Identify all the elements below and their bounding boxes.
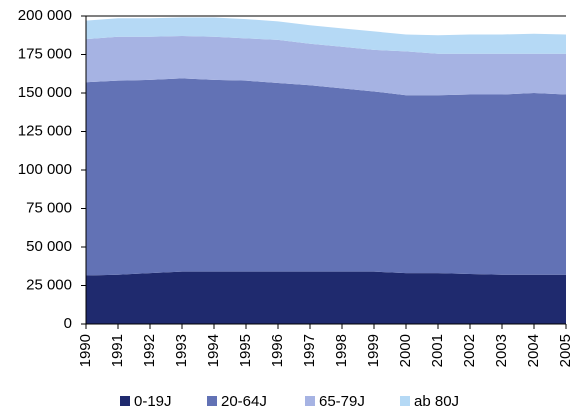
legend-label: 0-19J	[134, 393, 172, 410]
y-tick-label: 150 000	[18, 84, 72, 101]
legend-label: 20-64J	[221, 393, 267, 410]
legend-label: 65-79J	[319, 393, 365, 410]
area	[86, 271, 566, 324]
x-tick-label: 1998	[333, 334, 350, 367]
x-tick-label: 1999	[365, 334, 382, 367]
x-tick-label: 1997	[301, 334, 318, 367]
area	[86, 78, 566, 276]
x-tick-label: 2005	[557, 334, 573, 367]
x-tick-label: 2003	[493, 334, 510, 367]
y-tick-label: 25 000	[26, 276, 72, 293]
x-tick-label: 1993	[173, 334, 190, 367]
y-tick-label: 125 000	[18, 122, 72, 139]
y-tick-label: 50 000	[26, 238, 72, 255]
x-tick-label: 2004	[525, 334, 542, 367]
x-tick-label: 1991	[109, 334, 126, 367]
y-tick-label: 175 000	[18, 45, 72, 62]
x-tick-label: 1994	[205, 334, 222, 367]
x-tick-label: 2001	[429, 334, 446, 367]
x-tick-label: 1992	[141, 334, 158, 367]
area	[86, 36, 566, 96]
legend-swatch	[305, 396, 315, 406]
legend-swatch	[207, 396, 217, 406]
x-tick-label: 1990	[77, 334, 94, 367]
y-tick-label: 100 000	[18, 161, 72, 178]
area	[86, 17, 566, 54]
x-tick-label: 1996	[269, 334, 286, 367]
legend-swatch	[400, 396, 410, 406]
y-tick-label: 75 000	[26, 199, 72, 216]
y-tick-label: 200 000	[18, 7, 72, 24]
y-tick-label: 0	[64, 315, 72, 332]
legend-label: ab 80J	[414, 393, 459, 410]
x-tick-label: 2000	[397, 334, 414, 367]
x-tick-label: 2002	[461, 334, 478, 367]
legend-swatch	[120, 396, 130, 406]
x-tick-label: 1995	[237, 334, 254, 367]
